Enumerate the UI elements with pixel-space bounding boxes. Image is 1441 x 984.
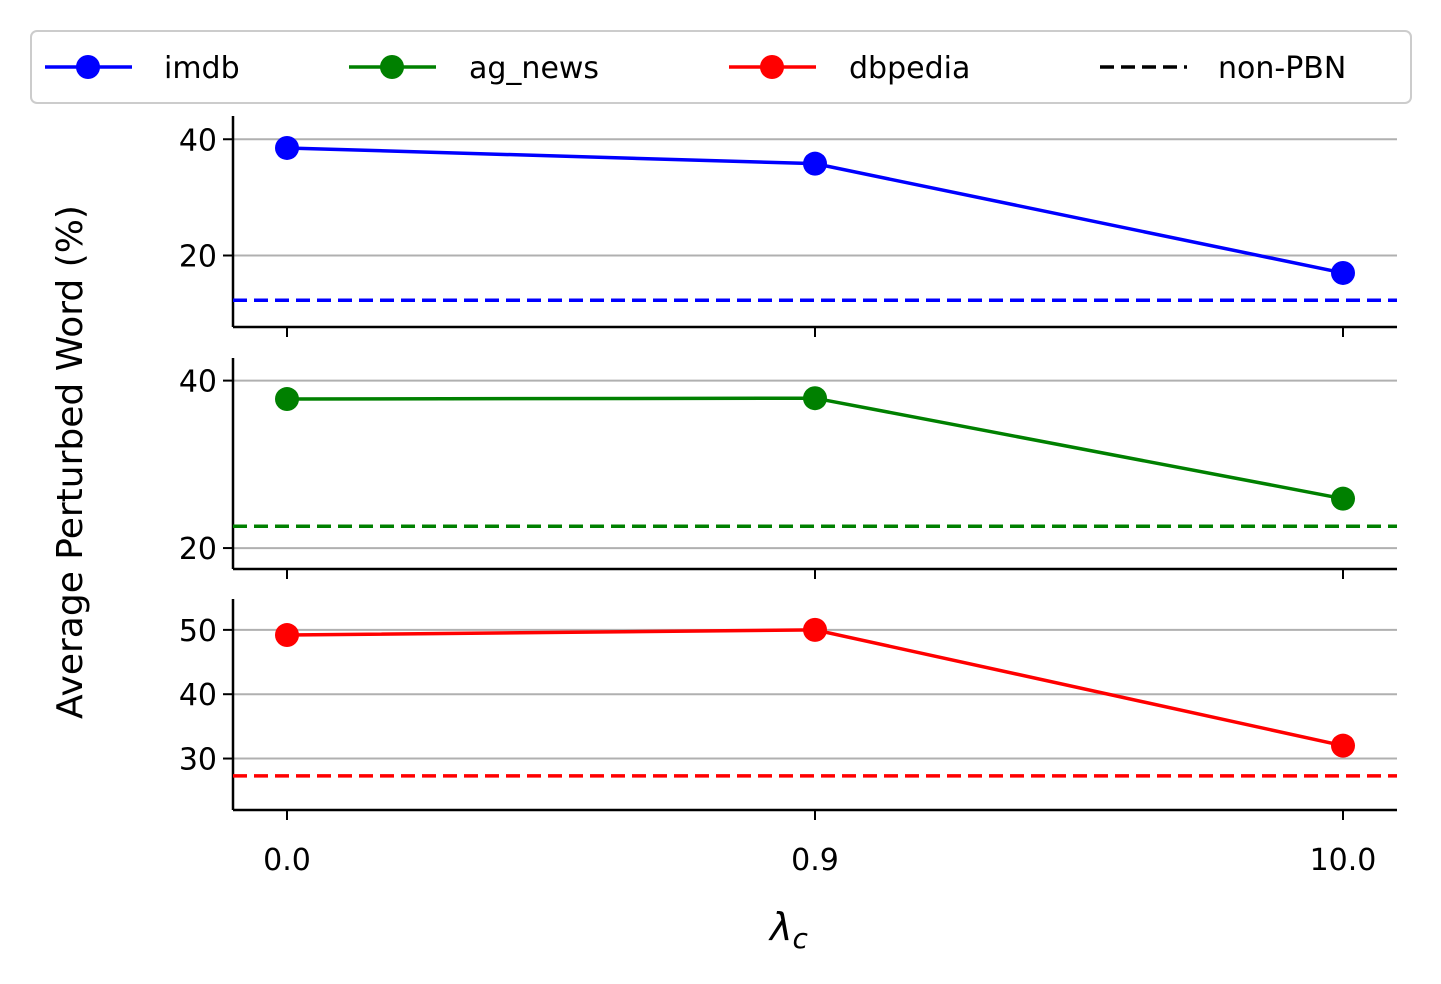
point-ag_news-2 — [1331, 486, 1355, 511]
y-tick-label-ag_news-20: 20 — [179, 532, 217, 567]
point-imdb-0 — [275, 135, 299, 160]
series-line-ag_news — [286, 396, 1344, 501]
point-dbpedia-1 — [803, 617, 827, 642]
point-imdb-2 — [1331, 260, 1355, 285]
legend-entry-imdb: imdb — [45, 51, 240, 86]
legend-marker-imdb — [76, 55, 100, 79]
legend-label-imdb: imdb — [164, 51, 240, 86]
legend-entry-dbpedia: dbpedia — [729, 51, 970, 86]
point-dbpedia-2 — [1331, 733, 1355, 758]
legend-frame — [30, 30, 1412, 104]
y-tick-label-ag_news-40: 40 — [179, 365, 217, 400]
x-tick-label-0: 0.0 — [263, 843, 311, 878]
legend-label-ag-news: ag_news — [469, 51, 599, 86]
y-tick-label-dbpedia-30: 30 — [179, 743, 217, 778]
y-axis-label: Average Perturbed Word (%) — [50, 205, 91, 719]
x-tick-label-1: 0.9 — [791, 843, 839, 878]
legend: imdb ag_news dbpedia non-PBN — [30, 30, 1412, 104]
point-ag_news-0 — [275, 387, 299, 412]
y-tick-label-imdb-40: 40 — [179, 123, 217, 158]
point-imdb-1 — [803, 151, 827, 176]
point-dbpedia-0 — [275, 623, 299, 648]
x-axis-label: λc — [768, 905, 809, 955]
x-tick-labels: 0.0 0.9 10.0 — [263, 843, 1376, 878]
x-axis-label-subscript: c — [793, 922, 809, 955]
x-axis-label-main: λ — [768, 905, 793, 949]
y-tick-label-imdb-20: 20 — [179, 240, 217, 275]
legend-marker-dbpedia — [760, 55, 784, 79]
legend-label-dbpedia: dbpedia — [849, 51, 970, 86]
panel-dbpedia: 30 40 50 — [179, 599, 1397, 820]
legend-entry-non-pbn: non-PBN — [1100, 51, 1346, 86]
y-tick-label-dbpedia-50: 50 — [179, 614, 217, 649]
legend-marker-ag-news — [380, 55, 404, 79]
legend-label-non-pbn: non-PBN — [1218, 51, 1346, 86]
point-ag_news-1 — [803, 386, 827, 411]
y-tick-label-dbpedia-40: 40 — [179, 678, 217, 713]
series-line-dbpedia — [286, 628, 1344, 748]
x-tick-label-2: 10.0 — [1310, 843, 1377, 878]
legend-entry-ag-news: ag_news — [349, 51, 599, 86]
